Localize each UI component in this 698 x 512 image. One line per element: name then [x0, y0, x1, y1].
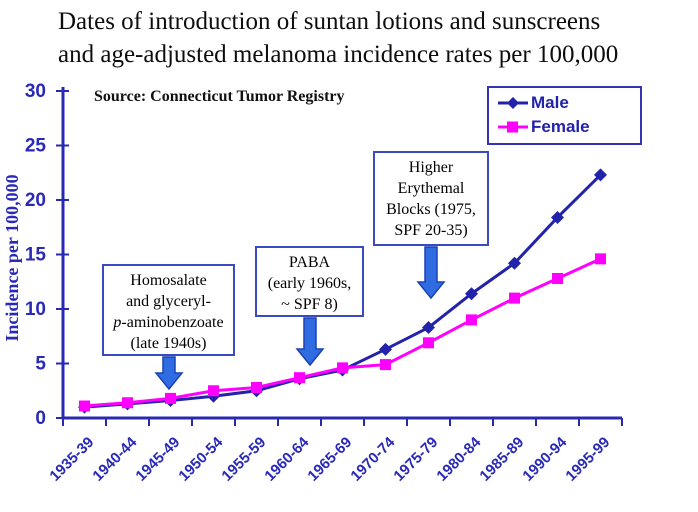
annotation-arrow-icon: [295, 317, 325, 367]
chart-title: Dates of introduction of suntan lotions …: [58, 5, 618, 71]
annotation-line: Homosalate: [130, 272, 207, 289]
legend-male-label: Male: [531, 93, 569, 112]
female-data-point: [251, 381, 262, 393]
male-data-point: [508, 256, 521, 270]
y-tick-label: 10: [25, 299, 46, 320]
x-tick-label: 1980-84: [433, 433, 484, 484]
x-tick-label: 1995-99: [562, 434, 613, 485]
female-data-point: [552, 272, 563, 284]
female-data-point: [79, 400, 90, 412]
female-data-point: [595, 253, 606, 265]
legend-item-male: Male: [497, 93, 632, 113]
x-tick-label: 1990-94: [519, 433, 570, 484]
legend-female-label: Female: [531, 117, 590, 136]
male-data-point: [465, 287, 478, 301]
x-tick-label: 1935-39: [46, 434, 97, 485]
y-tick-label: 20: [25, 190, 46, 211]
annotation-arrow-icon: [154, 356, 184, 391]
y-tick-label: 25: [25, 136, 47, 157]
x-tick-label: 1950-54: [175, 433, 226, 484]
female-data-point: [509, 292, 520, 304]
female-data-point: [380, 359, 391, 371]
x-tick-label: 1970-74: [347, 433, 398, 484]
x-tick-label: 1985-89: [476, 434, 527, 485]
male-data-point: [422, 321, 435, 335]
x-tick-label: 1945-49: [132, 434, 183, 485]
annotation-arrow-icon: [416, 246, 446, 300]
annotation-line: p-aminobenzoate: [113, 314, 224, 331]
annotation-line: Higher: [408, 159, 454, 176]
annotation-line: Blocks (1975,: [386, 201, 476, 218]
annotation-paba: PABA (early 1960s, ~ SPF 8): [255, 246, 364, 317]
female-data-point: [466, 314, 477, 326]
chart-title-line1: Dates of introduction of suntan lotions …: [58, 8, 601, 35]
y-tick-label: 30: [25, 81, 46, 102]
male-data-point: [379, 342, 392, 356]
male-data-point: [594, 168, 607, 182]
annotation-line: (early 1960s,: [267, 275, 352, 292]
y-tick-label: 0: [35, 408, 46, 429]
male-legend-marker-icon: [498, 97, 528, 109]
y-tick-label: 15: [25, 245, 47, 266]
annotation-line: ~ SPF 8): [281, 296, 338, 313]
female-legend-marker-icon: [498, 121, 528, 133]
legend: Male Female: [487, 86, 642, 145]
male-data-point: [551, 210, 564, 224]
female-data-point: [423, 337, 434, 349]
annotation-homosalate: Homosalate and glyceryl-p-aminobenzoate (l…: [102, 264, 235, 356]
legend-item-female: Female: [497, 117, 632, 137]
x-tick-label: 1965-69: [304, 434, 355, 485]
y-axis-title: Incidence per 100,000: [2, 174, 22, 341]
female-data-point: [337, 362, 348, 374]
female-data-point: [122, 397, 133, 409]
chart-title-line2: and age-adjusted melanoma incidence rate…: [58, 41, 619, 68]
female-data-point: [208, 385, 219, 397]
y-tick-label: 5: [35, 354, 46, 375]
annotation-erythemal: Higher Erythemal Blocks (1975, SPF 20-35): [373, 151, 489, 246]
x-tick-label: 1960-64: [261, 433, 312, 484]
annotation-line: SPF 20-35): [394, 222, 468, 239]
female-data-point: [165, 392, 176, 404]
annotation-line: PABA: [288, 254, 331, 271]
female-data-point: [294, 372, 305, 384]
x-tick-label: 1975-79: [390, 434, 441, 485]
annotation-line: and glyceryl-: [126, 293, 211, 310]
x-tick-label: 1955-59: [218, 434, 269, 485]
annotation-line: (late 1940s): [130, 335, 207, 352]
annotation-line: Erythemal: [397, 180, 465, 197]
x-tick-label: 1940-44: [89, 433, 140, 484]
source-note: Source: Connecticut Tumor Registry: [94, 88, 345, 105]
